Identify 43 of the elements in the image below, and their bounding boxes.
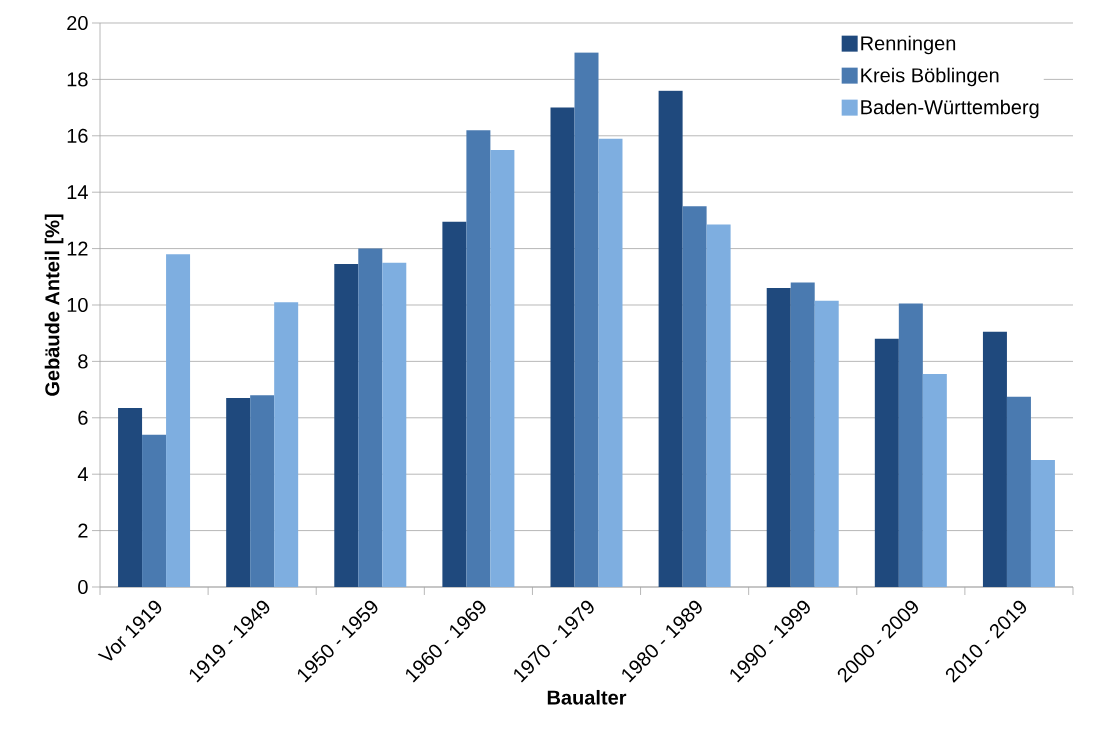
x-axis-title: Baualter — [547, 689, 627, 705]
bar — [274, 302, 299, 587]
legend-label: Baden-Württemberg — [861, 99, 1039, 119]
y-tick-label: 6 — [78, 410, 88, 425]
y-tick-label: 0 — [78, 579, 88, 595]
y-tick-label: 20 — [67, 15, 88, 31]
bar — [1006, 396, 1031, 587]
bar — [874, 338, 899, 587]
bar — [814, 300, 839, 587]
bar — [442, 221, 467, 587]
bar — [574, 52, 599, 587]
y-tick-label: 14 — [67, 185, 88, 200]
bar — [250, 395, 275, 587]
bar — [142, 434, 167, 587]
bar — [982, 331, 1007, 587]
bar — [706, 224, 731, 587]
bar — [790, 282, 815, 587]
legend-label: Renningen — [861, 35, 956, 55]
bar — [358, 248, 383, 587]
legend-label: Kreis Böblingen — [861, 67, 999, 87]
y-axis-title: Gebäude Anteil [%] — [44, 214, 64, 396]
y-tick-label: 10 — [67, 297, 88, 313]
bar — [118, 407, 143, 587]
y-tick-label: 12 — [67, 241, 88, 256]
bar — [550, 107, 575, 587]
bar — [598, 138, 623, 587]
bar — [334, 264, 359, 587]
y-tick-label: 18 — [67, 72, 88, 87]
bar — [466, 130, 491, 587]
bar — [1030, 460, 1055, 587]
bar — [490, 149, 515, 587]
y-tick-label: 2 — [78, 523, 88, 538]
bar — [226, 398, 251, 587]
bar — [658, 90, 683, 587]
y-tick-label: 8 — [78, 354, 88, 369]
y-tick-label: 4 — [77, 467, 88, 482]
bar — [922, 374, 947, 587]
bar — [382, 262, 407, 587]
bar — [166, 254, 191, 587]
bar — [682, 206, 707, 587]
bar — [898, 303, 923, 587]
bar — [766, 288, 791, 587]
y-tick-label: 16 — [67, 128, 88, 143]
